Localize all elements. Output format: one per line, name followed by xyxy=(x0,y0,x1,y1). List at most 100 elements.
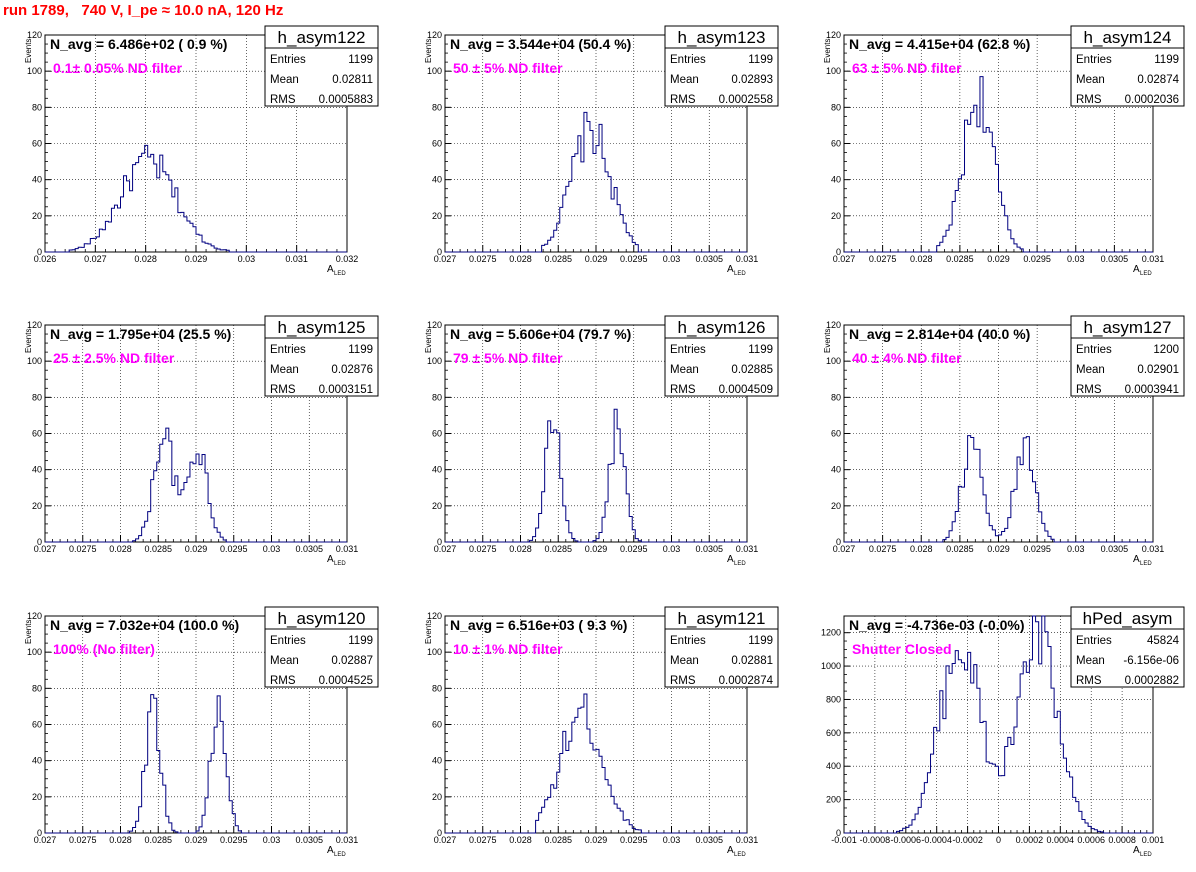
x-tick-label: 0.001 xyxy=(1142,835,1165,845)
x-axis-label: A xyxy=(327,554,334,565)
y-tick-label: 0 xyxy=(37,537,42,547)
n-avg-annotation: N_avg = 6.486e+02 ( 0.9 %) xyxy=(50,36,227,52)
stat-value: 1199 xyxy=(348,54,373,66)
y-axis-label: Events xyxy=(24,329,33,353)
x-tick-label: 0.029 xyxy=(987,254,1010,264)
stat-value: 1199 xyxy=(748,54,773,66)
x-tick-label: 0.028 xyxy=(109,544,132,554)
y-tick-label: 120 xyxy=(27,611,42,621)
y-tick-label: 0 xyxy=(836,247,841,257)
y-tick-label: 80 xyxy=(32,392,42,402)
stat-value: 0.02811 xyxy=(332,74,373,86)
x-tick-label: -0.001 xyxy=(831,835,857,845)
x-tick-label: 0.0285 xyxy=(946,544,974,554)
n-avg-annotation: N_avg = 5.606e+04 (79.7 %) xyxy=(450,326,631,342)
stat-label: RMS xyxy=(270,94,296,106)
stat-label: Entries xyxy=(670,54,706,66)
y-tick-label: 1200 xyxy=(821,628,841,638)
stats-box xyxy=(664,25,779,107)
stat-label: RMS xyxy=(270,384,296,396)
stat-value: 0.0002036 xyxy=(1125,94,1179,106)
filter-label: 25 ± 2.5% ND filter xyxy=(53,350,175,366)
y-tick-label: 20 xyxy=(432,792,442,802)
page-title: run 1789, 740 V, I_pe ≈ 10.0 nA, 120 Hz xyxy=(3,2,284,19)
stat-label: Mean xyxy=(670,74,699,86)
y-axis-label: Events xyxy=(24,39,33,63)
stat-label: Mean xyxy=(270,364,299,376)
histogram-series xyxy=(45,144,347,253)
x-tick-label: 0.0305 xyxy=(695,254,723,264)
y-tick-label: 40 xyxy=(432,175,442,185)
stat-label: RMS xyxy=(1076,384,1102,396)
y-tick-label: 0 xyxy=(437,828,442,838)
x-tick-label: 0.0275 xyxy=(869,254,897,264)
y-tick-label: 60 xyxy=(831,139,841,149)
x-tick-label: 0.027 xyxy=(833,254,856,264)
x-tick-label: 0.03 xyxy=(263,544,281,554)
stat-label: Entries xyxy=(670,635,706,647)
x-tick-label: 0.0275 xyxy=(469,835,497,845)
x-tick-label: 0.027 xyxy=(434,835,457,845)
histogram-panel-h_asym124: 0.027 0.0275 0.028 0.0285 0.029 0.0295 0.03 0.0… xyxy=(823,25,1185,277)
x-tick-label: 0.0285 xyxy=(544,835,572,845)
histogram-series xyxy=(844,76,1153,253)
x-tick-label: 0.031 xyxy=(336,544,359,554)
y-tick-label: 0 xyxy=(836,537,841,547)
y-axis-label: Events xyxy=(823,329,832,353)
stat-value: 1200 xyxy=(1153,344,1179,356)
y-tick-label: 60 xyxy=(831,429,841,439)
stat-label: RMS xyxy=(670,94,696,106)
n-avg-annotation: N_avg = 6.516e+03 ( 9.3 %) xyxy=(450,617,627,633)
stats-box xyxy=(664,315,779,397)
x-tick-label: 0.0006 xyxy=(1077,835,1105,845)
y-tick-label: 80 xyxy=(432,392,442,402)
y-tick-label: 120 xyxy=(826,320,841,330)
stat-label: Mean xyxy=(1076,364,1105,376)
histogram-panel-h_asym123: 0.027 0.0275 0.028 0.0285 0.029 0.0295 0.03 0.0… xyxy=(424,25,779,277)
histogram-series xyxy=(844,615,1153,834)
stat-value: 0.02901 xyxy=(1137,364,1179,376)
x-tick-label: 0.028 xyxy=(509,254,532,264)
filter-label: 79 ± 5% ND filter xyxy=(453,350,563,366)
y-tick-label: 40 xyxy=(831,465,841,475)
histogram-series xyxy=(445,693,747,834)
x-tick-label: 0.0285 xyxy=(544,544,572,554)
x-tick-label: 0.0285 xyxy=(544,254,572,264)
x-axis-label-sub: LED xyxy=(334,852,346,858)
y-tick-label: 80 xyxy=(32,683,42,693)
stat-label: RMS xyxy=(670,675,696,687)
y-tick-label: 800 xyxy=(826,694,841,704)
filter-label: 63 ± 5% ND filter xyxy=(852,60,962,76)
x-tick-label: 0 xyxy=(996,835,1001,845)
x-axis-label: A xyxy=(727,264,734,275)
x-tick-label: 0.0275 xyxy=(69,835,97,845)
y-tick-label: 40 xyxy=(32,756,42,766)
y-tick-label: 80 xyxy=(831,102,841,112)
x-tick-label: 0.0275 xyxy=(869,544,897,554)
stat-value: 0.0003941 xyxy=(1125,384,1179,396)
stat-label: Entries xyxy=(1076,54,1112,66)
x-axis-label-sub: LED xyxy=(734,852,746,858)
stats-box xyxy=(1070,606,1185,688)
y-tick-label: 200 xyxy=(826,795,841,805)
histogram-name: h_asym120 xyxy=(278,609,366,628)
x-tick-label: 0.0295 xyxy=(1023,254,1051,264)
x-tick-label: 0.029 xyxy=(185,544,208,554)
y-tick-label: 0 xyxy=(836,828,841,838)
y-tick-label: 100 xyxy=(27,66,42,76)
x-axis-label-sub: LED xyxy=(334,561,346,567)
y-tick-label: 60 xyxy=(32,720,42,730)
stat-value: 1199 xyxy=(748,635,773,647)
x-tick-label: 0.0305 xyxy=(295,835,323,845)
x-tick-label: 0.0295 xyxy=(620,835,648,845)
x-tick-label: 0.028 xyxy=(109,835,132,845)
stat-label: RMS xyxy=(1076,94,1102,106)
stat-label: Entries xyxy=(670,344,706,356)
x-tick-label: -0.0002 xyxy=(952,835,983,845)
y-tick-label: 20 xyxy=(32,211,42,221)
histogram-name: h_asym126 xyxy=(678,318,766,337)
x-tick-label: 0.0295 xyxy=(1023,544,1051,554)
x-tick-label: 0.0295 xyxy=(620,254,648,264)
y-tick-label: 20 xyxy=(432,501,442,511)
x-tick-label: 0.027 xyxy=(34,544,57,554)
